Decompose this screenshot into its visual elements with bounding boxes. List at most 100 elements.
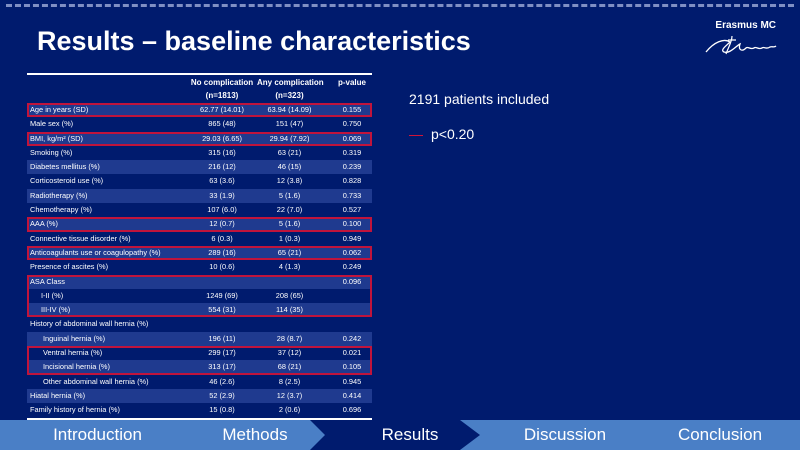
legend-red-line-icon — [409, 134, 423, 136]
row-pvalue: 0.239 — [342, 162, 362, 172]
nav-introduction[interactable]: Introduction — [53, 425, 142, 444]
table-row: Anticoagulants use or coagulopathy (%) 28… — [27, 245, 372, 261]
significance-highlight-box — [27, 346, 372, 375]
slide-title: Results – baseline characteristics — [37, 26, 471, 56]
row-any-complication: 4 (1.3) — [278, 262, 301, 272]
table-row: Incisional hernia (%) 313 (17) 68 (21) 0.10… — [27, 360, 372, 375]
row-no-complication: 216 (12) — [208, 162, 236, 172]
row-label: Other abdominal wall hernia (%) — [43, 376, 149, 386]
erasmus-logo: Erasmus MC — [702, 20, 778, 60]
row-pvalue: 0.319 — [342, 147, 362, 157]
row-pvalue: 0.096 — [342, 276, 362, 286]
header-no-complication: No complication — [190, 78, 254, 87]
row-no-complication: 315 (16) — [208, 147, 236, 157]
table-row: Diabetes mellitus (%) 216 (12) 46 (15) 0.23… — [27, 160, 372, 175]
row-any-complication: 63 (21) — [277, 147, 302, 157]
table-header: No complication (n=1813) Any complicatio… — [27, 73, 372, 103]
row-no-complication: 33 (1.9) — [209, 190, 235, 200]
row-label: History of abdominal wall hernia (%) — [30, 319, 149, 329]
row-no-complication: 865 (48) — [208, 119, 236, 129]
nav-chevrons — [300, 420, 480, 450]
nav-discussion[interactable]: Discussion — [523, 425, 607, 444]
nav-conclusion[interactable]: Conclusion — [677, 425, 763, 444]
row-label: Presence of ascites (%) — [30, 262, 109, 272]
row-no-complication: 52 (2.9) — [209, 390, 235, 400]
row-no-complication: 196 (11) — [208, 333, 236, 343]
table-row: BMI, kg/m² (SD) 29.03 (6.65) 29.94 (7.92) 0… — [27, 131, 372, 146]
table-row: Hiatal hernia (%) 52 (2.9) 12 (3.7) 0.414 — [27, 388, 372, 404]
row-pvalue: 0.527 — [342, 205, 362, 215]
row-label: Diabetes mellitus (%) — [30, 162, 100, 172]
row-pvalue: 0.733 — [342, 190, 362, 200]
row-no-complication: 62.77 (14.01) — [200, 105, 244, 114]
table-row: ASA Class 0.096 — [27, 274, 372, 289]
table-row: Age in years (SD) 62.77 (14.01) 63.94 (14.… — [27, 103, 372, 118]
nav-methods[interactable]: Methods — [222, 425, 288, 444]
table-row: AAA (%) 12 (0.7) 5 (1.6) 0.100 — [27, 217, 372, 232]
row-no-complication: 12 (0.7) — [209, 219, 235, 229]
logo-text: Erasmus MC — [715, 20, 776, 31]
significance-highlight-box — [27, 274, 372, 318]
row-label: Corticosteroid use (%) — [30, 176, 104, 186]
row-label: Radiotherapy (%) — [30, 190, 88, 200]
table-row: Male sex (%) 865 (48) 151 (47) 0.750 — [27, 117, 372, 131]
row-any-complication: 2 (0.6) — [278, 405, 301, 415]
patients-included-text: 2191 patients included — [409, 91, 550, 107]
table-row: Ventral hernia (%) 299 (17) 37 (12) 0.021 — [27, 346, 372, 360]
row-pvalue: 0.414 — [342, 390, 362, 400]
table-bottom-rule — [27, 417, 372, 420]
table-row: Presence of ascites (%) 10 (0.6) 4 (1.3) 0.… — [27, 260, 372, 274]
row-pvalue: 0.069 — [342, 133, 362, 143]
row-any-complication: 63.94 (14.09) — [267, 105, 312, 114]
row-any-complication: 22 (7.0) — [276, 205, 303, 215]
row-no-complication: 1249 (69) — [206, 290, 238, 300]
row-no-complication: 313 (17) — [208, 362, 236, 372]
row-any-complication: 8 (2.5) — [278, 376, 301, 386]
row-any-complication: 37 (12) — [277, 348, 302, 358]
baseline-table: No complication (n=1813) Any complicatio… — [27, 73, 372, 420]
row-any-complication: 5 (1.6) — [278, 219, 301, 229]
table-row: Smoking (%) 315 (16) 63 (21) 0.319 — [27, 146, 372, 160]
row-no-complication: 63 (3.6) — [209, 176, 235, 186]
header-any-complication: Any complication — [257, 78, 324, 87]
row-pvalue: 0.021 — [342, 348, 362, 358]
table-row: Other abdominal wall hernia (%) 46 (2.6) 8… — [27, 375, 372, 389]
row-label: III-IV (%) — [41, 305, 71, 315]
table-row: History of abdominal wall hernia (%) — [27, 317, 372, 331]
table-body: Age in years (SD) 62.77 (14.01) 63.94 (14.… — [27, 103, 372, 418]
row-label: Smoking (%) — [30, 147, 73, 157]
row-no-complication: 107 (6.0) — [207, 205, 237, 215]
row-label: Family history of hernia (%) — [30, 405, 120, 415]
row-pvalue: 0.696 — [342, 405, 362, 415]
row-label: Chemotherapy (%) — [30, 205, 93, 215]
row-label: Hiatal hernia (%) — [30, 390, 86, 400]
row-any-complication: 65 (21) — [277, 247, 302, 257]
row-label: AAA (%) — [30, 219, 58, 229]
row-label: Age in years (SD) — [30, 105, 89, 114]
table-row: Corticosteroid use (%) 63 (3.6) 12 (3.8) 0.… — [27, 174, 372, 188]
table-row: Family history of hernia (%) 15 (0.8) 2 (0… — [27, 403, 372, 417]
row-any-complication: 68 (21) — [277, 362, 302, 372]
row-label: BMI, kg/m² (SD) — [30, 133, 83, 143]
row-label: Ventral hernia (%) — [43, 348, 103, 358]
row-pvalue: 0.105 — [342, 362, 362, 372]
row-any-complication: 1 (0.3) — [278, 233, 301, 243]
row-no-complication: 10 (0.6) — [209, 262, 235, 272]
header-any-complication-n: (n=323) — [275, 91, 304, 100]
nav-results[interactable]: Results — [381, 425, 439, 444]
row-pvalue: 0.062 — [342, 247, 362, 257]
row-label: ASA Class — [30, 276, 65, 286]
table-row: Inguinal hernia (%) 196 (11) 28 (8.7) 0.242 — [27, 331, 372, 347]
table-row: Radiotherapy (%) 33 (1.9) 5 (1.6) 0.733 — [27, 188, 372, 204]
row-any-complication: 5 (1.6) — [278, 190, 301, 200]
row-no-complication: 15 (0.8) — [209, 405, 235, 415]
row-pvalue: 0.242 — [342, 333, 362, 343]
row-no-complication: 6 (0.3) — [211, 233, 233, 243]
table-top-rule — [27, 73, 372, 75]
row-any-complication: 29.94 (7.92) — [269, 133, 310, 143]
row-pvalue: 0.100 — [342, 219, 362, 229]
row-pvalue: 0.828 — [342, 176, 362, 186]
table-row: Chemotherapy (%) 107 (6.0) 22 (7.0) 0.527 — [27, 203, 372, 217]
significance-highlight-box — [27, 246, 372, 261]
legend: p<0.20 — [409, 126, 474, 142]
